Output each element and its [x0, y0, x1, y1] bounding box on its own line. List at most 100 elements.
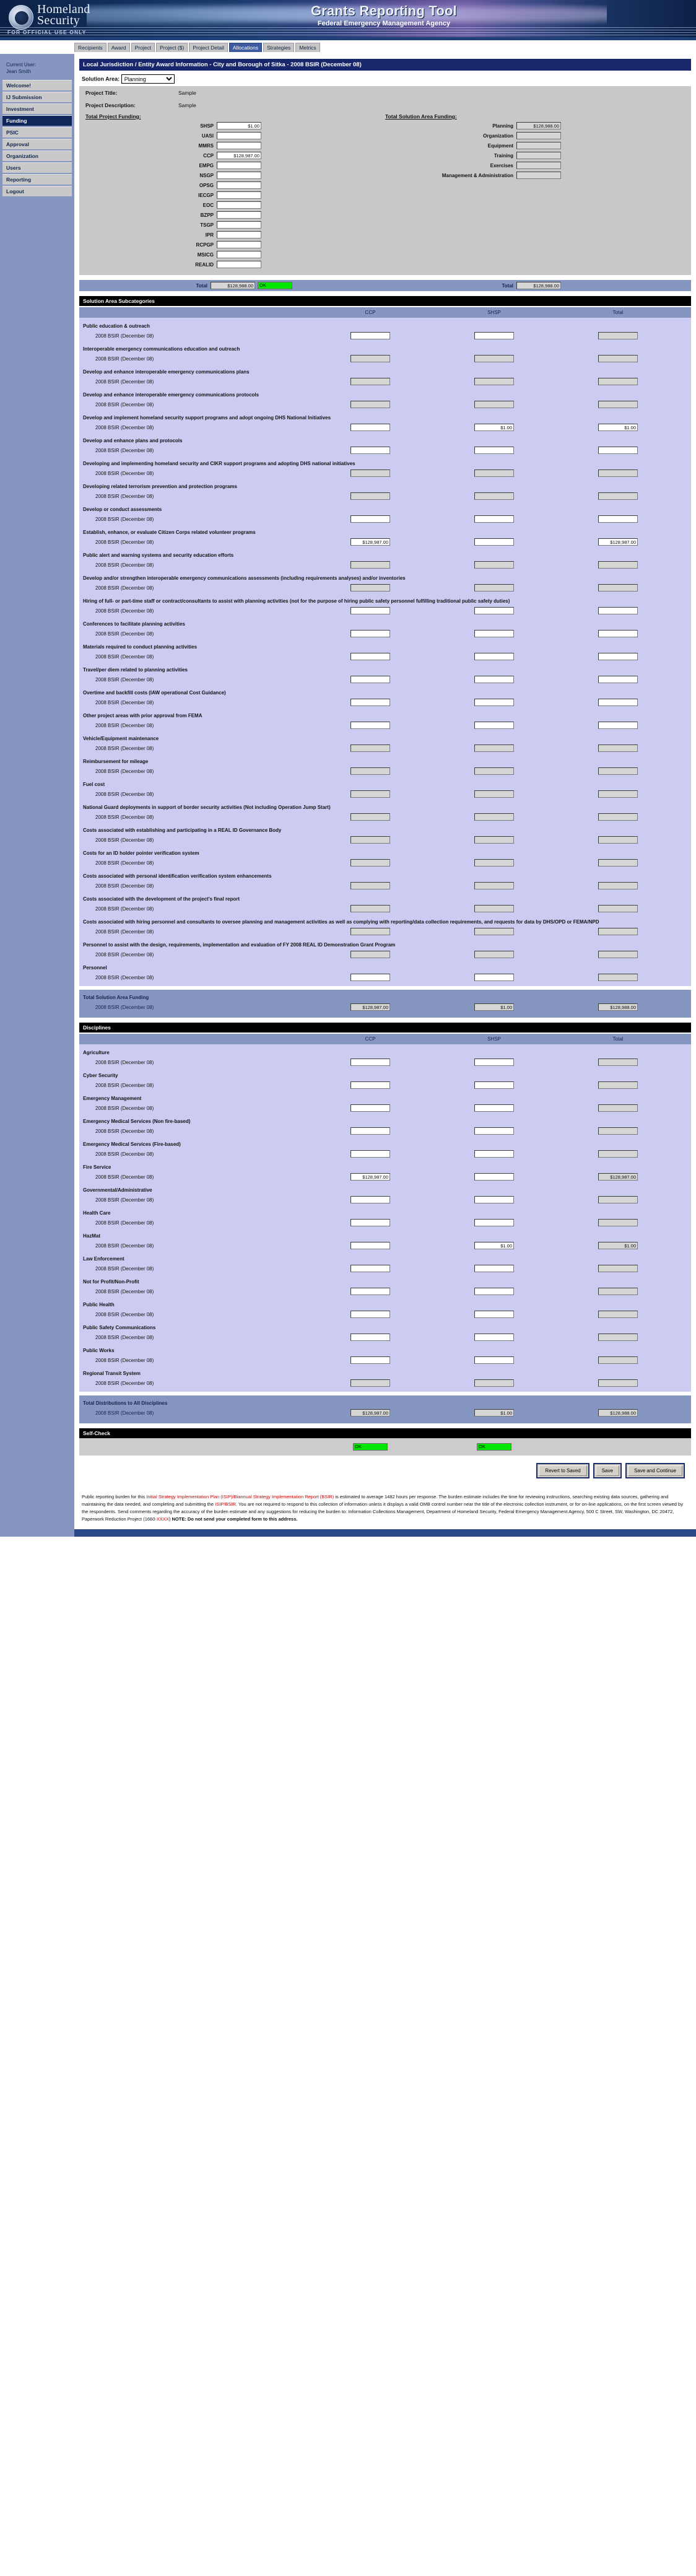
disc-shsp-input[interactable] — [474, 1265, 514, 1272]
disc-shsp-input[interactable] — [474, 1242, 514, 1249]
tab-project-detail[interactable]: Project Detail — [189, 43, 228, 52]
disc-total-ccp[interactable] — [350, 1409, 390, 1417]
subcat-total-ccp[interactable] — [350, 1003, 390, 1011]
subcat-total-input[interactable] — [598, 951, 638, 958]
tpf-realid-input[interactable] — [217, 261, 261, 268]
subcat-total-input[interactable] — [598, 744, 638, 752]
disc-ccp-input[interactable] — [350, 1265, 390, 1272]
disc-ccp-input[interactable] — [350, 1219, 390, 1226]
subcat-shsp-input[interactable] — [474, 492, 514, 500]
subcat-total-input[interactable] — [598, 699, 638, 706]
disc-ccp-input[interactable] — [350, 1196, 390, 1203]
subcat-shsp-input[interactable] — [474, 515, 514, 523]
sidebar-item-logout[interactable]: Logout — [2, 186, 72, 196]
subcat-ccp-input[interactable] — [350, 332, 390, 339]
save-button[interactable]: Save — [593, 1463, 622, 1478]
subcat-total-input[interactable] — [598, 974, 638, 981]
sidebar-item-funding[interactable]: Funding — [2, 115, 72, 126]
tab-allocations[interactable]: Allocations — [228, 43, 262, 52]
subcat-total-input[interactable] — [598, 447, 638, 454]
subcat-total-input[interactable] — [598, 928, 638, 935]
tab-project[interactable]: Project ($) — [156, 43, 188, 52]
tpf-ccp-input[interactable] — [217, 152, 261, 159]
tab-metrics[interactable]: Metrics — [295, 43, 320, 52]
tsaf-training-input[interactable] — [516, 152, 561, 159]
subcat-shsp-input[interactable] — [474, 722, 514, 729]
subcat-ccp-input[interactable] — [350, 974, 390, 981]
subcat-shsp-input[interactable] — [474, 607, 514, 614]
disc-shsp-input[interactable] — [474, 1127, 514, 1135]
subcat-ccp-input[interactable] — [350, 401, 390, 408]
subcat-ccp-input[interactable] — [350, 699, 390, 706]
subcat-ccp-input[interactable] — [350, 378, 390, 385]
disc-shsp-input[interactable] — [474, 1081, 514, 1089]
subcat-total-input[interactable] — [598, 836, 638, 844]
subcat-total-total[interactable] — [598, 1003, 638, 1011]
disc-total-input[interactable] — [598, 1356, 638, 1364]
subcat-total-input[interactable] — [598, 607, 638, 614]
subcat-shsp-input[interactable] — [474, 882, 514, 889]
disc-ccp-input[interactable] — [350, 1081, 390, 1089]
disc-ccp-input[interactable] — [350, 1127, 390, 1135]
subcat-ccp-input[interactable] — [350, 538, 390, 546]
disc-total-input[interactable] — [598, 1081, 638, 1089]
tsaf-organization-input[interactable] — [516, 132, 561, 139]
subcat-total-input[interactable] — [598, 401, 638, 408]
subcat-total-input[interactable] — [598, 469, 638, 477]
tab-strategies[interactable]: Strategies — [263, 43, 295, 52]
subcat-ccp-input[interactable] — [350, 515, 390, 523]
subcat-total-input[interactable] — [598, 722, 638, 729]
subcat-total-input[interactable] — [598, 905, 638, 912]
subcat-total-input[interactable] — [598, 813, 638, 821]
subcat-shsp-input[interactable] — [474, 813, 514, 821]
subcat-ccp-input[interactable] — [350, 905, 390, 912]
disc-total-input[interactable] — [598, 1242, 638, 1249]
subcat-ccp-input[interactable] — [350, 492, 390, 500]
subcat-total-input[interactable] — [598, 630, 638, 637]
solution-area-funding-total-input[interactable] — [516, 282, 561, 289]
subcat-shsp-input[interactable] — [474, 584, 514, 592]
tab-project[interactable]: Project — [131, 43, 155, 52]
disc-shsp-input[interactable] — [474, 1311, 514, 1318]
project-funding-total-input[interactable] — [211, 282, 255, 289]
subcat-total-input[interactable] — [598, 332, 638, 339]
tpf-rcpgp-input[interactable] — [217, 241, 261, 248]
subcat-ccp-input[interactable] — [350, 561, 390, 569]
subcat-shsp-input[interactable] — [474, 378, 514, 385]
subcat-ccp-input[interactable] — [350, 469, 390, 477]
subcat-shsp-input[interactable] — [474, 859, 514, 867]
subcat-total-shsp[interactable] — [474, 1003, 514, 1011]
subcat-shsp-input[interactable] — [474, 561, 514, 569]
disc-ccp-input[interactable] — [350, 1311, 390, 1318]
disc-shsp-input[interactable] — [474, 1334, 514, 1341]
sidebar-item-psic[interactable]: PSIC — [2, 127, 72, 138]
disc-shsp-input[interactable] — [474, 1104, 514, 1112]
disc-total-input[interactable] — [598, 1311, 638, 1318]
sidebar-item-approval[interactable]: Approval — [2, 139, 72, 149]
save-and-continue-button[interactable]: Save and Continue — [625, 1463, 685, 1478]
tpf-eoc-input[interactable] — [217, 201, 261, 209]
subcat-shsp-input[interactable] — [474, 928, 514, 935]
tpf-ipr-input[interactable] — [217, 231, 261, 238]
tpf-nsgp-input[interactable] — [217, 172, 261, 179]
disc-ccp-input[interactable] — [350, 1379, 390, 1387]
sidebar-item-investment[interactable]: Investment — [2, 103, 72, 114]
burden-link-isip-bsir[interactable]: Initial Strategy Implementation Plan (IS… — [146, 1494, 334, 1500]
disc-shsp-input[interactable] — [474, 1196, 514, 1203]
tsaf-exercises-input[interactable] — [516, 162, 561, 169]
subcat-ccp-input[interactable] — [350, 607, 390, 614]
tpf-opsg-input[interactable] — [217, 181, 261, 189]
tpf-iecgp-input[interactable] — [217, 191, 261, 199]
burden-link-omb-number[interactable]: XXXX — [156, 1516, 169, 1522]
subcat-shsp-input[interactable] — [474, 332, 514, 339]
sidebar-item-ij-submission[interactable]: IJ Submission — [2, 92, 72, 102]
subcat-ccp-input[interactable] — [350, 584, 390, 592]
disc-total-input[interactable] — [598, 1196, 638, 1203]
subcat-shsp-input[interactable] — [474, 355, 514, 362]
burden-link-isip-bsir-short[interactable]: ISIP/BSIR. — [215, 1501, 238, 1507]
disc-total-input[interactable] — [598, 1173, 638, 1181]
tab-recipients[interactable]: Recipients — [74, 43, 107, 52]
subcat-ccp-input[interactable] — [350, 928, 390, 935]
tab-award[interactable]: Award — [107, 43, 130, 52]
subcat-total-input[interactable] — [598, 355, 638, 362]
